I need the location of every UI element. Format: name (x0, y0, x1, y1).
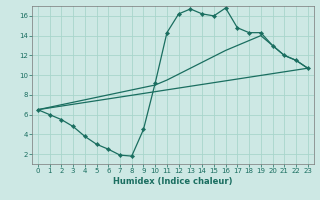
X-axis label: Humidex (Indice chaleur): Humidex (Indice chaleur) (113, 177, 233, 186)
